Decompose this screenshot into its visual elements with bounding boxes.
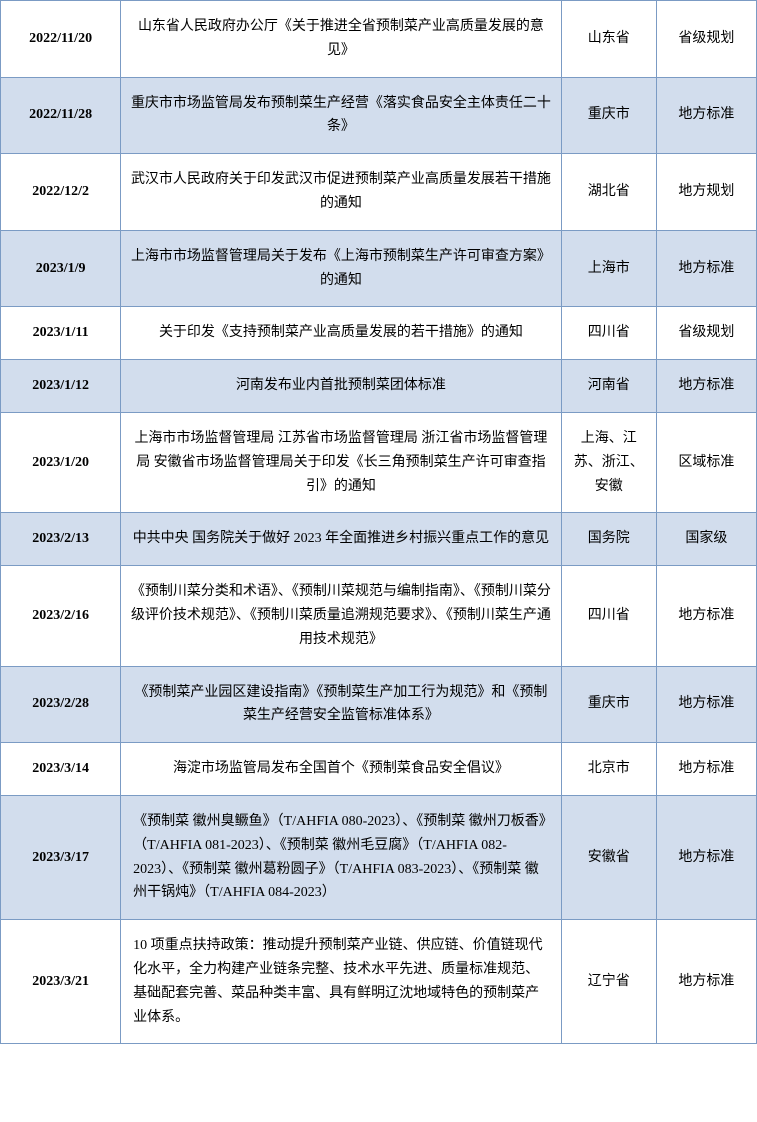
date-cell: 2023/1/11 [1,307,121,360]
table-row: 2023/3/14海淀市场监管局发布全国首个《预制菜食品安全倡议》北京市地方标准 [1,743,757,796]
type-cell: 地方标准 [656,666,756,743]
region-cell: 湖北省 [561,154,656,231]
date-cell: 2022/11/20 [1,1,121,78]
table-body: 2022/11/20山东省人民政府办公厅《关于推进全省预制菜产业高质量发展的意见… [1,1,757,1044]
content-cell: 《预制菜产业园区建设指南》《预制菜生产加工行为规范》和《预制菜生产经营安全监管标… [121,666,562,743]
region-cell: 国务院 [561,513,656,566]
type-cell: 地方标准 [656,566,756,666]
region-cell: 重庆市 [561,77,656,154]
region-cell: 四川省 [561,307,656,360]
content-cell: 河南发布业内首批预制菜团体标准 [121,360,562,413]
content-cell: 10 项重点扶持政策：推动提升预制菜产业链、供应链、价值链现代化水平，全力构建产… [121,920,562,1044]
content-cell: 《预制菜 徽州臭鳜鱼》（T/AHFIA 080-2023）、《预制菜 徽州刀板香… [121,795,562,919]
content-cell: 上海市市场监督管理局关于发布《上海市预制菜生产许可审查方案》的通知 [121,230,562,307]
type-cell: 省级规划 [656,307,756,360]
type-cell: 地方标准 [656,360,756,413]
content-cell: 上海市市场监督管理局 江苏省市场监督管理局 浙江省市场监督管理局 安徽省市场监督… [121,412,562,512]
table-row: 2022/11/20山东省人民政府办公厅《关于推进全省预制菜产业高质量发展的意见… [1,1,757,78]
date-cell: 2023/2/13 [1,513,121,566]
date-cell: 2023/3/21 [1,920,121,1044]
content-cell: 关于印发《支持预制菜产业高质量发展的若干措施》的通知 [121,307,562,360]
policy-table: 2022/11/20山东省人民政府办公厅《关于推进全省预制菜产业高质量发展的意见… [0,0,757,1044]
date-cell: 2023/3/14 [1,743,121,796]
table-row: 2023/3/17《预制菜 徽州臭鳜鱼》（T/AHFIA 080-2023）、《… [1,795,757,919]
date-cell: 2022/12/2 [1,154,121,231]
date-cell: 2023/1/20 [1,412,121,512]
date-cell: 2023/3/17 [1,795,121,919]
region-cell: 四川省 [561,566,656,666]
content-cell: 《预制川菜分类和术语》、《预制川菜规范与编制指南》、《预制川菜分级评价技术规范》… [121,566,562,666]
table-row: 2023/1/12河南发布业内首批预制菜团体标准河南省地方标准 [1,360,757,413]
region-cell: 山东省 [561,1,656,78]
type-cell: 省级规划 [656,1,756,78]
type-cell: 地方标准 [656,77,756,154]
table-row: 2023/2/13中共中央 国务院关于做好 2023 年全面推进乡村振兴重点工作… [1,513,757,566]
table-row: 2023/2/28《预制菜产业园区建设指南》《预制菜生产加工行为规范》和《预制菜… [1,666,757,743]
region-cell: 安徽省 [561,795,656,919]
content-cell: 海淀市场监管局发布全国首个《预制菜食品安全倡议》 [121,743,562,796]
table-row: 2023/1/20上海市市场监督管理局 江苏省市场监督管理局 浙江省市场监督管理… [1,412,757,512]
region-cell: 辽宁省 [561,920,656,1044]
type-cell: 区域标准 [656,412,756,512]
region-cell: 北京市 [561,743,656,796]
type-cell: 地方标准 [656,230,756,307]
date-cell: 2022/11/28 [1,77,121,154]
content-cell: 山东省人民政府办公厅《关于推进全省预制菜产业高质量发展的意见》 [121,1,562,78]
region-cell: 河南省 [561,360,656,413]
region-cell: 重庆市 [561,666,656,743]
date-cell: 2023/1/12 [1,360,121,413]
type-cell: 地方规划 [656,154,756,231]
table-row: 2023/1/11关于印发《支持预制菜产业高质量发展的若干措施》的通知四川省省级… [1,307,757,360]
content-cell: 重庆市市场监管局发布预制菜生产经营《落实食品安全主体责任二十条》 [121,77,562,154]
type-cell: 地方标准 [656,743,756,796]
date-cell: 2023/2/28 [1,666,121,743]
date-cell: 2023/1/9 [1,230,121,307]
content-cell: 武汉市人民政府关于印发武汉市促进预制菜产业高质量发展若干措施的通知 [121,154,562,231]
region-cell: 上海、江苏、浙江、安徽 [561,412,656,512]
type-cell: 地方标准 [656,795,756,919]
table-row: 2023/1/9上海市市场监督管理局关于发布《上海市预制菜生产许可审查方案》的通… [1,230,757,307]
table-row: 2022/12/2武汉市人民政府关于印发武汉市促进预制菜产业高质量发展若干措施的… [1,154,757,231]
type-cell: 国家级 [656,513,756,566]
content-cell: 中共中央 国务院关于做好 2023 年全面推进乡村振兴重点工作的意见 [121,513,562,566]
table-row: 2023/3/2110 项重点扶持政策：推动提升预制菜产业链、供应链、价值链现代… [1,920,757,1044]
table-row: 2023/2/16《预制川菜分类和术语》、《预制川菜规范与编制指南》、《预制川菜… [1,566,757,666]
type-cell: 地方标准 [656,920,756,1044]
region-cell: 上海市 [561,230,656,307]
table-row: 2022/11/28重庆市市场监管局发布预制菜生产经营《落实食品安全主体责任二十… [1,77,757,154]
date-cell: 2023/2/16 [1,566,121,666]
